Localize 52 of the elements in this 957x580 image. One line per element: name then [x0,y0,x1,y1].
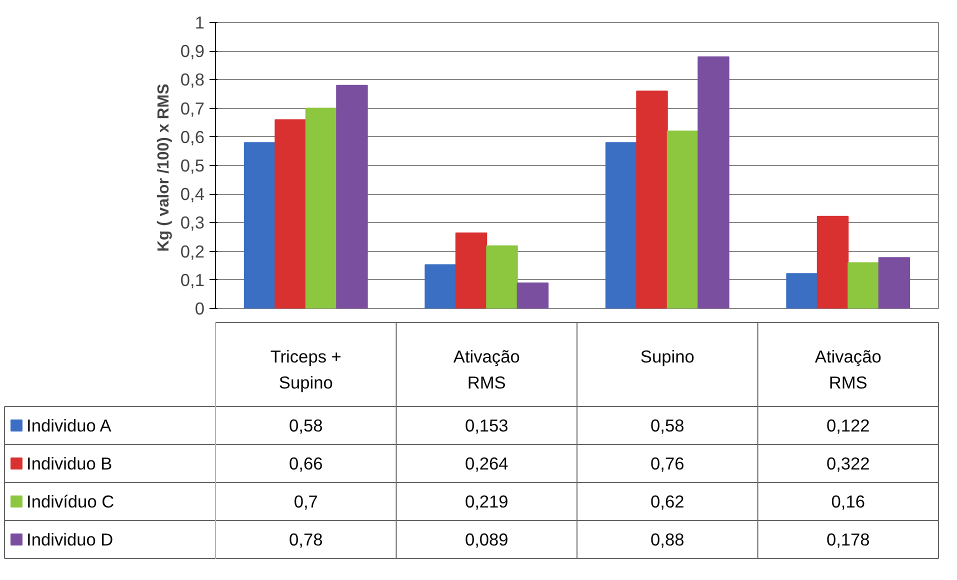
bar [424,264,456,308]
y-tick-label: 0,2 [180,241,205,262]
data-label: 0,62 [650,492,684,512]
data-label: 0,122 [826,416,870,436]
legend-label: Individuo A [26,416,112,436]
y-tick-label: 0,8 [180,70,205,90]
y-tick-label: 0 [194,298,205,318]
x-tick-label: Ativação RMS [814,346,882,392]
legend-label: Individuo B [26,454,112,474]
bar [848,262,880,308]
data-label: 0,58 [650,416,684,436]
data-label: 0,089 [464,530,508,550]
bar [486,245,518,308]
data-label: 0,88 [650,530,684,550]
y-tick-label: 0,3 [180,212,205,233]
x-tick-label: Ativação RMS [453,346,520,392]
data-label: 0,153 [464,416,508,436]
bar [636,90,668,308]
y-tick-label: 0,6 [180,126,205,147]
data-label: 0,78 [289,530,323,550]
data-label: 0,76 [650,454,684,474]
bar [336,84,368,308]
y-tick-label: 0,4 [180,184,205,204]
bar [816,216,849,308]
data-label: 0,264 [464,454,509,474]
bar [516,282,549,308]
y-tick-label: 0,1 [180,270,205,290]
data-label: 0,66 [289,454,323,474]
data-label: 0,322 [826,454,870,474]
bar [666,130,699,308]
bar [878,257,910,308]
bar [274,119,306,308]
data-label: 0,7 [294,492,318,512]
bar [786,273,818,308]
bar [244,142,276,308]
y-axis-title: Kg ( valor /100) x RMS [155,83,172,252]
x-tick-label: Triceps + Supino [270,346,342,392]
x-tick-label: Supino [640,346,694,366]
bar [698,56,730,308]
y-tick-label: 1 [194,12,205,32]
y-tick-label: 0,9 [180,41,205,62]
legend-label: Indivíduo C [26,492,114,512]
y-tick-label: 0,5 [180,156,205,176]
data-label: 0,178 [826,530,870,550]
y-tick-label: 0,7 [180,98,205,118]
bar [605,142,638,308]
bar [305,108,338,308]
bar [455,232,488,308]
data-label: 0,219 [464,492,508,512]
data-label: 0,16 [831,492,865,512]
legend-label: Individuo D [26,530,114,550]
data-label: 0,58 [289,416,323,436]
